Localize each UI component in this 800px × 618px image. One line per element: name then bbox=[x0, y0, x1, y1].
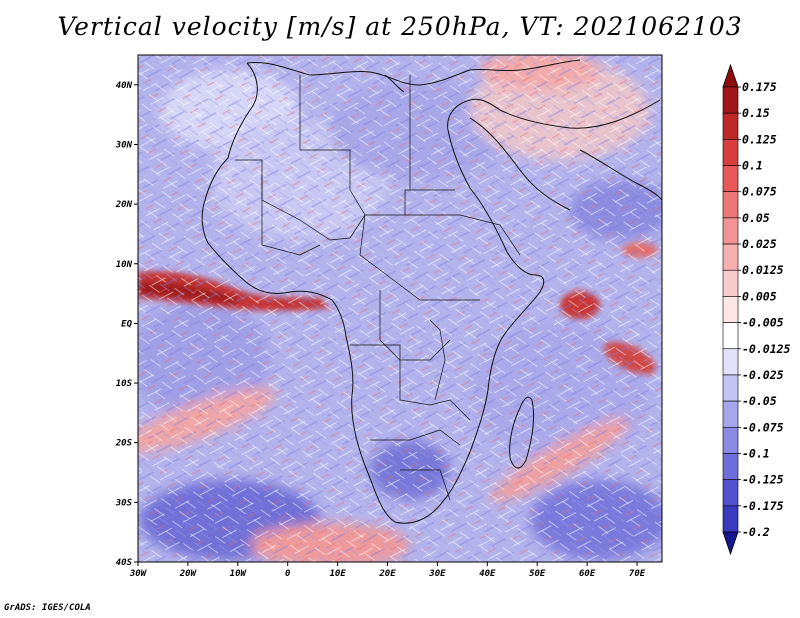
lon-tick-label: 60E bbox=[579, 569, 596, 579]
colorbar: 0.175 0.15 0.125 0.1 0.075 0.05 0.025 0.0125 0.0… bbox=[722, 63, 791, 556]
coastlines bbox=[201, 59, 662, 524]
colorbar-segment bbox=[722, 400, 739, 428]
lon-tick-label: 70E bbox=[629, 569, 646, 579]
credit-label: GrADS: IGES/COLA bbox=[4, 603, 91, 613]
lat-tick-label: 30S bbox=[115, 498, 133, 508]
colorbar-label: -0.025 bbox=[742, 368, 784, 382]
lon-tick-label: 40E bbox=[479, 569, 496, 579]
lon-tick-label: 30E bbox=[428, 569, 446, 579]
colorbar-segment bbox=[722, 217, 739, 245]
colorbar-label: 0.15 bbox=[742, 106, 770, 120]
lon-tick-label: 0 bbox=[285, 569, 291, 579]
latitude-axis: 40N 30N 20N 10N EQ 10S 20S 30S 40S bbox=[115, 81, 138, 568]
lon-tick-label: 20E bbox=[378, 569, 396, 579]
lon-tick-label: 10E bbox=[329, 569, 346, 579]
lon-tick-label: 50E bbox=[529, 569, 546, 579]
colorbar-segment bbox=[722, 348, 739, 376]
colorbar-segment bbox=[722, 139, 739, 166]
map-frame bbox=[137, 54, 663, 563]
lat-tick-label: 40N bbox=[116, 81, 133, 91]
colorbar-label: 0.1 bbox=[742, 159, 763, 173]
country-borders bbox=[235, 75, 521, 501]
lat-tick-label: 20S bbox=[115, 439, 133, 449]
lat-tick-label: 40S bbox=[116, 558, 133, 568]
lat-tick-label: EQ bbox=[121, 319, 132, 329]
colorbar-label: 0.175 bbox=[742, 80, 777, 94]
colorbar-segment bbox=[722, 165, 739, 193]
colorbar-segment bbox=[722, 322, 739, 350]
colorbar-segment bbox=[722, 479, 739, 507]
colorbar-label: 0.05 bbox=[742, 211, 770, 225]
colorbar-label: 0.075 bbox=[742, 185, 777, 199]
lon-tick-label: 10W bbox=[230, 569, 248, 579]
colorbar-label: -0.0125 bbox=[742, 342, 791, 356]
colorbar-label: -0.175 bbox=[742, 499, 784, 513]
colorbar-label: 0.025 bbox=[742, 237, 777, 251]
colorbar-segment bbox=[722, 243, 739, 271]
lat-tick-label: 20N bbox=[115, 200, 133, 210]
lon-tick-label: 30W bbox=[129, 569, 148, 579]
colorbar-label: -0.075 bbox=[742, 420, 784, 434]
colorbar-label: -0.125 bbox=[742, 473, 784, 487]
colorbar-top-arrow bbox=[722, 63, 739, 88]
colorbar-segment bbox=[722, 453, 739, 480]
colorbar-label: -0.1 bbox=[742, 446, 770, 460]
colorbar-segment bbox=[722, 374, 739, 402]
vertical-velocity-field bbox=[138, 55, 662, 562]
colorbar-segment bbox=[722, 112, 739, 140]
colorbar-label: -0.05 bbox=[742, 394, 777, 408]
colorbar-label: 0.005 bbox=[742, 289, 777, 303]
lon-tick-label: 20W bbox=[179, 569, 198, 579]
colorbar-segment bbox=[722, 86, 739, 114]
colorbar-segment bbox=[722, 505, 739, 533]
lat-tick-label: 10N bbox=[116, 260, 133, 270]
colorbar-segment bbox=[722, 269, 739, 297]
lat-tick-label: 30N bbox=[115, 140, 133, 150]
colorbar-label: 0.0125 bbox=[742, 263, 784, 277]
map-title: Vertical velocity [m/s] at 250hPa, VT: 2… bbox=[57, 12, 743, 41]
longitude-axis: 30W 20W 10W 0 10E 20E 30E 40E 50E 60E 70E bbox=[129, 562, 646, 579]
colorbar-segment bbox=[722, 426, 739, 454]
colorbar-segment bbox=[722, 296, 739, 323]
colorbar-label: -0.005 bbox=[742, 316, 784, 330]
colorbar-bottom-arrow bbox=[722, 531, 739, 556]
colorbar-label: 0.125 bbox=[742, 132, 777, 146]
colorbar-label: -0.2 bbox=[742, 525, 770, 539]
lat-tick-label: 10S bbox=[116, 379, 133, 389]
colorbar-segment bbox=[722, 191, 739, 219]
